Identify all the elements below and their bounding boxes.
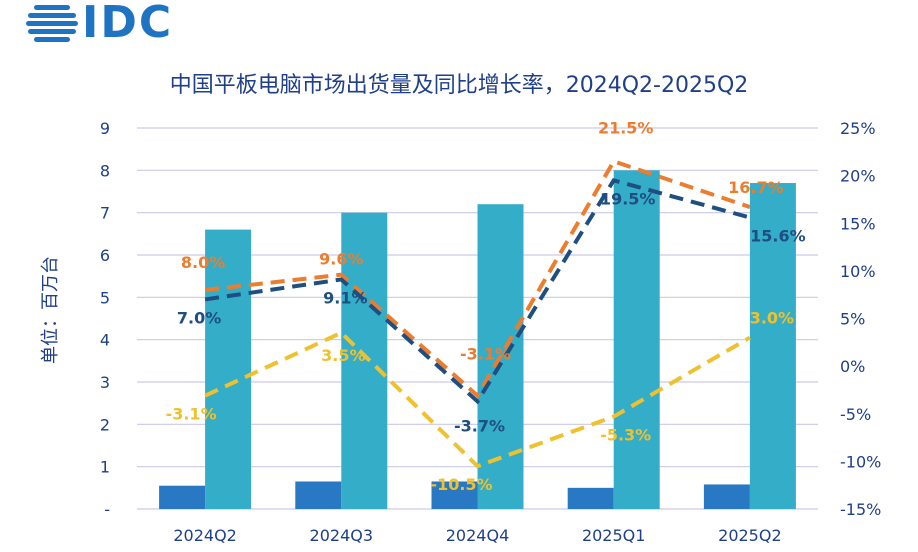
data-label: -3.1% [166, 405, 217, 424]
left-axis-tick: 6 [100, 246, 110, 265]
right-axis-tick: -5% [840, 405, 871, 424]
right-axis-tick: 25% [840, 119, 876, 138]
left-axis-tick: 5 [100, 288, 110, 307]
data-label: 21.5% [598, 118, 654, 137]
data-label: 19.5% [600, 189, 656, 208]
growth-line [204, 158, 751, 399]
bar [567, 487, 614, 509]
bar [613, 170, 660, 510]
data-label: 3.0% [750, 309, 794, 328]
data-label: 9.1% [323, 288, 367, 307]
data-label: 9.6% [319, 250, 363, 269]
data-label: 8.0% [181, 253, 225, 272]
bar [749, 183, 796, 510]
left-axis-tick: - [104, 500, 110, 519]
bar [205, 229, 252, 509]
right-axis-tick: -10% [840, 452, 881, 471]
bar [341, 212, 388, 509]
left-axis-tick: 7 [100, 204, 110, 223]
x-axis-tick: 2025Q1 [582, 526, 646, 545]
bar [295, 481, 342, 509]
data-label: 15.6% [750, 227, 806, 246]
growth-line [204, 330, 751, 469]
x-axis-tick: 2024Q2 [173, 526, 237, 545]
right-axis-tick: 0% [840, 357, 865, 376]
chart-title: 中国平板电脑市场出货量及同比增长率，2024Q2-2025Q2 [170, 73, 749, 98]
data-label: 16.7% [728, 178, 784, 197]
data-label: -5.3% [600, 426, 651, 445]
right-axis-tick: 15% [840, 214, 876, 233]
left-axis-tick: 3 [100, 373, 110, 392]
left-axis-tick: 8 [100, 161, 110, 180]
right-axis-tick: 10% [840, 262, 876, 281]
data-label: -3.7% [454, 416, 505, 435]
data-label: 7.0% [177, 308, 221, 327]
right-axis-tick: 20% [840, 167, 876, 186]
x-axis-tick: 2024Q3 [310, 526, 374, 545]
left-axis-tick: 4 [100, 331, 110, 350]
logo-text: IDC [82, 0, 174, 48]
y-axis-label: 单位：百万台 [40, 256, 61, 364]
bar [431, 481, 478, 509]
bar [703, 484, 750, 509]
left-axis-tick: 9 [100, 119, 110, 138]
idc-logo: IDC [26, 0, 173, 46]
data-label: -3.1% [460, 345, 511, 364]
x-axis-tick: 2024Q4 [446, 526, 510, 545]
globe-icon [26, 3, 78, 43]
growth-line [204, 178, 751, 405]
left-axis-tick: 1 [100, 458, 110, 477]
bar [159, 485, 206, 509]
right-axis-tick: -15% [840, 500, 881, 519]
data-label: 3.5% [321, 346, 365, 365]
right-axis-tick: 5% [840, 310, 865, 329]
left-axis-tick: 2 [100, 415, 110, 434]
x-axis-tick: 2025Q2 [718, 526, 782, 545]
data-label: -10.5% [430, 475, 492, 494]
